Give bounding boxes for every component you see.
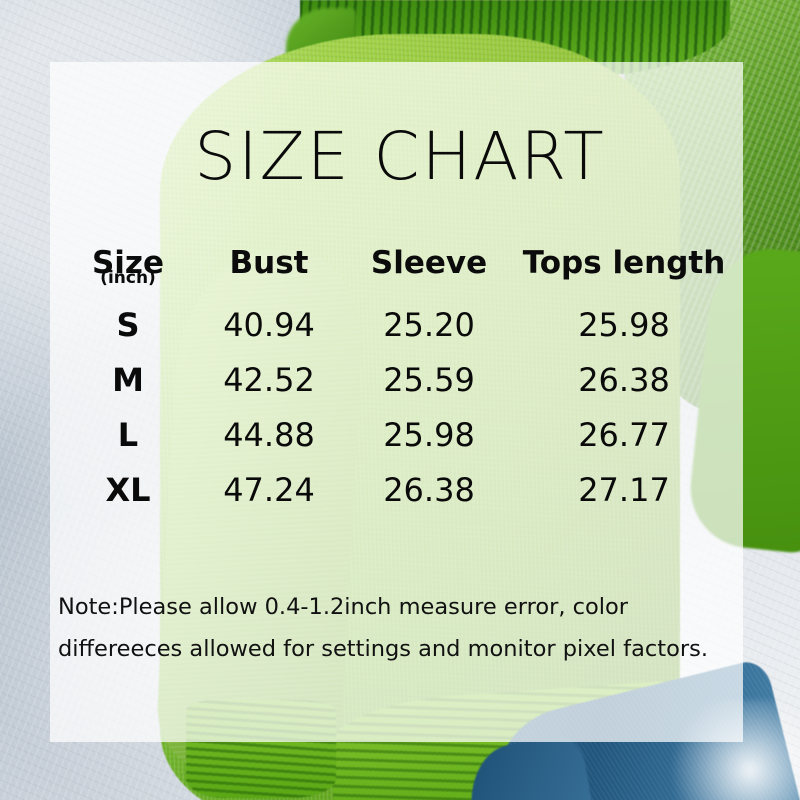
cell-tops-length: 26.77: [578, 416, 670, 454]
table-row: M 42.52 25.59 26.38: [62, 361, 734, 416]
cell-tops-length: 25.98: [578, 306, 670, 344]
measurement-note: Note:Please allow 0.4-1.2inch measure er…: [58, 586, 748, 670]
cell-bust: 47.24: [223, 471, 315, 509]
cell-sleeve: 25.59: [383, 361, 475, 399]
column-header-size: Size (inch): [62, 245, 194, 287]
cell-sleeve: 26.38: [383, 471, 475, 509]
cell-sleeve: 25.20: [383, 306, 475, 344]
measurement-note-line-1: Note:Please allow 0.4-1.2inch measure er…: [58, 594, 629, 620]
column-header-tops-length: Tops length: [522, 245, 726, 281]
cell-bust: 42.52: [223, 361, 315, 399]
page-title: SIZE CHART: [194, 118, 606, 195]
cell-sleeve: 25.98: [383, 416, 475, 454]
cell-size: XL: [105, 471, 151, 509]
column-header-sleeve: Sleeve: [370, 245, 488, 281]
cell-size: M: [112, 361, 144, 399]
cell-size: S: [116, 306, 140, 344]
table-row: L 44.88 25.98 26.77: [62, 416, 734, 471]
cell-bust: 40.94: [223, 306, 315, 344]
cell-tops-length: 27.17: [578, 471, 670, 509]
table-row: XL 47.24 26.38 27.17: [62, 471, 734, 526]
cell-tops-length: 26.38: [578, 361, 670, 399]
column-header-bust: Bust: [229, 245, 309, 281]
table-header-row: Size (inch) Bust Sleeve Tops length: [62, 248, 734, 306]
column-header-size-unit: (inch): [100, 268, 156, 288]
table-row: S 40.94 25.20 25.98: [62, 306, 734, 361]
size-chart-panel: [50, 62, 743, 742]
cell-bust: 44.88: [223, 416, 315, 454]
measurement-note-line-2: differeeces allowed for settings and mon…: [58, 636, 708, 662]
cell-size: L: [117, 416, 139, 454]
size-chart-table: Size (inch) Bust Sleeve Tops length S 40…: [62, 248, 734, 526]
column-header-size-label: Size: [91, 245, 165, 281]
